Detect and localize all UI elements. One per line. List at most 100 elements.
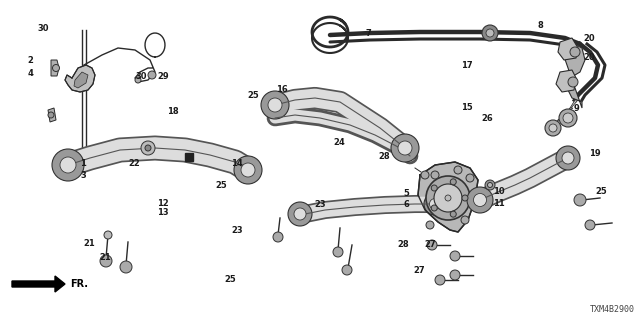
Polygon shape <box>12 276 65 292</box>
Polygon shape <box>552 115 568 125</box>
Text: 7: 7 <box>365 29 371 38</box>
Text: 10: 10 <box>493 188 505 196</box>
Circle shape <box>562 152 574 164</box>
Text: 6: 6 <box>403 200 410 209</box>
Circle shape <box>445 195 451 201</box>
Polygon shape <box>185 153 193 161</box>
Text: 28: 28 <box>378 152 390 161</box>
Polygon shape <box>556 70 576 92</box>
Text: 27: 27 <box>413 266 425 275</box>
Circle shape <box>120 261 132 273</box>
Text: 25: 25 <box>225 276 236 284</box>
Circle shape <box>288 202 312 226</box>
Circle shape <box>434 184 462 212</box>
Circle shape <box>563 113 573 123</box>
Text: 20: 20 <box>583 34 595 43</box>
Circle shape <box>486 29 494 37</box>
Text: 17: 17 <box>461 61 473 70</box>
Text: 25: 25 <box>247 92 259 100</box>
Text: 11: 11 <box>493 199 505 208</box>
Circle shape <box>426 176 470 220</box>
Circle shape <box>398 141 412 155</box>
Text: TXM4B2900: TXM4B2900 <box>590 305 635 314</box>
Text: 26: 26 <box>482 114 493 123</box>
Circle shape <box>482 25 498 41</box>
Text: 20: 20 <box>583 53 595 62</box>
Polygon shape <box>74 72 88 88</box>
Polygon shape <box>51 60 59 76</box>
Circle shape <box>488 182 493 188</box>
Circle shape <box>104 231 112 239</box>
Circle shape <box>431 205 437 211</box>
Text: FR.: FR. <box>70 279 88 289</box>
Circle shape <box>52 149 84 181</box>
Circle shape <box>450 251 460 261</box>
Circle shape <box>549 124 557 132</box>
Circle shape <box>435 275 445 285</box>
Text: 12: 12 <box>157 199 169 208</box>
Text: 22: 22 <box>129 159 140 168</box>
Circle shape <box>241 163 255 177</box>
Polygon shape <box>48 108 56 122</box>
Polygon shape <box>560 42 585 108</box>
Text: 28: 28 <box>397 240 409 249</box>
Polygon shape <box>558 108 573 120</box>
Circle shape <box>421 171 429 179</box>
Text: 18: 18 <box>167 108 179 116</box>
Circle shape <box>135 77 141 83</box>
Circle shape <box>148 71 156 79</box>
Circle shape <box>556 146 580 170</box>
Circle shape <box>273 232 283 242</box>
Circle shape <box>52 65 60 71</box>
Text: 25: 25 <box>215 181 227 190</box>
Circle shape <box>342 265 352 275</box>
Circle shape <box>451 211 456 217</box>
Text: 9: 9 <box>573 104 579 113</box>
Circle shape <box>294 208 306 220</box>
Text: 4: 4 <box>28 69 34 78</box>
Circle shape <box>467 187 493 213</box>
Circle shape <box>431 185 437 191</box>
Polygon shape <box>418 162 478 232</box>
Circle shape <box>100 255 112 267</box>
Text: 30: 30 <box>135 72 147 81</box>
Circle shape <box>431 171 439 179</box>
Circle shape <box>450 270 460 280</box>
Polygon shape <box>65 65 95 92</box>
Text: 27: 27 <box>424 240 436 249</box>
Circle shape <box>391 134 419 162</box>
Circle shape <box>145 145 151 151</box>
Text: 2: 2 <box>28 56 34 65</box>
Polygon shape <box>565 100 578 115</box>
Circle shape <box>333 247 343 257</box>
Text: 29: 29 <box>157 72 169 81</box>
Circle shape <box>48 112 54 118</box>
Circle shape <box>585 220 595 230</box>
Text: 5: 5 <box>403 189 410 198</box>
Text: 24: 24 <box>333 138 345 147</box>
Circle shape <box>559 109 577 127</box>
Text: 25: 25 <box>596 188 607 196</box>
Circle shape <box>570 47 580 57</box>
Polygon shape <box>558 38 578 60</box>
Text: 23: 23 <box>314 200 326 209</box>
Text: 13: 13 <box>157 208 169 217</box>
Circle shape <box>426 221 434 229</box>
Text: 23: 23 <box>231 226 243 235</box>
Circle shape <box>462 195 468 201</box>
Circle shape <box>485 180 495 190</box>
Text: 30: 30 <box>38 24 49 33</box>
Circle shape <box>261 91 289 119</box>
Text: 8: 8 <box>538 21 543 30</box>
Circle shape <box>141 141 155 155</box>
Text: 1: 1 <box>80 159 86 168</box>
Circle shape <box>424 193 446 215</box>
Circle shape <box>429 198 440 210</box>
Circle shape <box>454 166 462 174</box>
Circle shape <box>234 156 262 184</box>
Text: 21: 21 <box>84 239 95 248</box>
Circle shape <box>466 174 474 182</box>
Text: 21: 21 <box>100 253 111 262</box>
Circle shape <box>545 120 561 136</box>
Text: 16: 16 <box>276 85 287 94</box>
